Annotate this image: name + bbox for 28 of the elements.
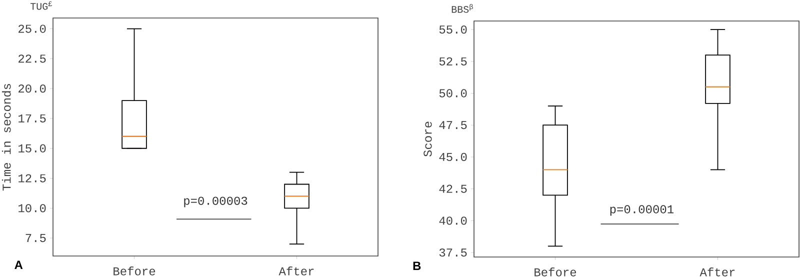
text: A bbox=[14, 260, 23, 269]
annotation: p=0.00003 bbox=[184, 196, 248, 208]
text: B bbox=[413, 262, 421, 270]
y-tick-label: 52.5 bbox=[439, 57, 467, 66]
x-tick-label: Before bbox=[114, 266, 156, 276]
y-tick-label: 47.5 bbox=[439, 121, 467, 130]
y-tick-label: 17.5 bbox=[18, 114, 46, 122]
x-tick-label: After bbox=[278, 266, 314, 276]
x-tick-label: Before bbox=[534, 268, 576, 276]
y-tick-label: 42.5 bbox=[439, 184, 467, 193]
y-tick-label: 40.0 bbox=[439, 216, 467, 225]
y-tick-label: 22.5 bbox=[18, 54, 46, 63]
x-tick-label: After bbox=[700, 268, 735, 276]
y-tick-label: 45.0 bbox=[439, 152, 467, 162]
y-tick-label: 25.0 bbox=[18, 24, 46, 33]
y-tick-label: 15.0 bbox=[18, 144, 46, 152]
chart-title: BBS$^{β}$ bbox=[452, 4, 473, 13]
y-tick-label: 55.0 bbox=[439, 25, 467, 34]
chart-title: TUG$^{£}$ bbox=[30, 1, 52, 10]
y-tick-label: 7.5 bbox=[26, 234, 46, 242]
annotation: p=0.00001 bbox=[610, 205, 674, 216]
y-tick-label: 12.5 bbox=[18, 174, 46, 182]
y-axis-title: Time in seconds bbox=[2, 84, 11, 191]
y-tick-label: 20.0 bbox=[18, 84, 46, 93]
y-tick-label: 37.5 bbox=[439, 248, 467, 257]
y-tick-label: 10.0 bbox=[18, 204, 46, 212]
y-axis-title: Score bbox=[424, 122, 432, 157]
y-tick-label: 50.0 bbox=[439, 89, 467, 98]
